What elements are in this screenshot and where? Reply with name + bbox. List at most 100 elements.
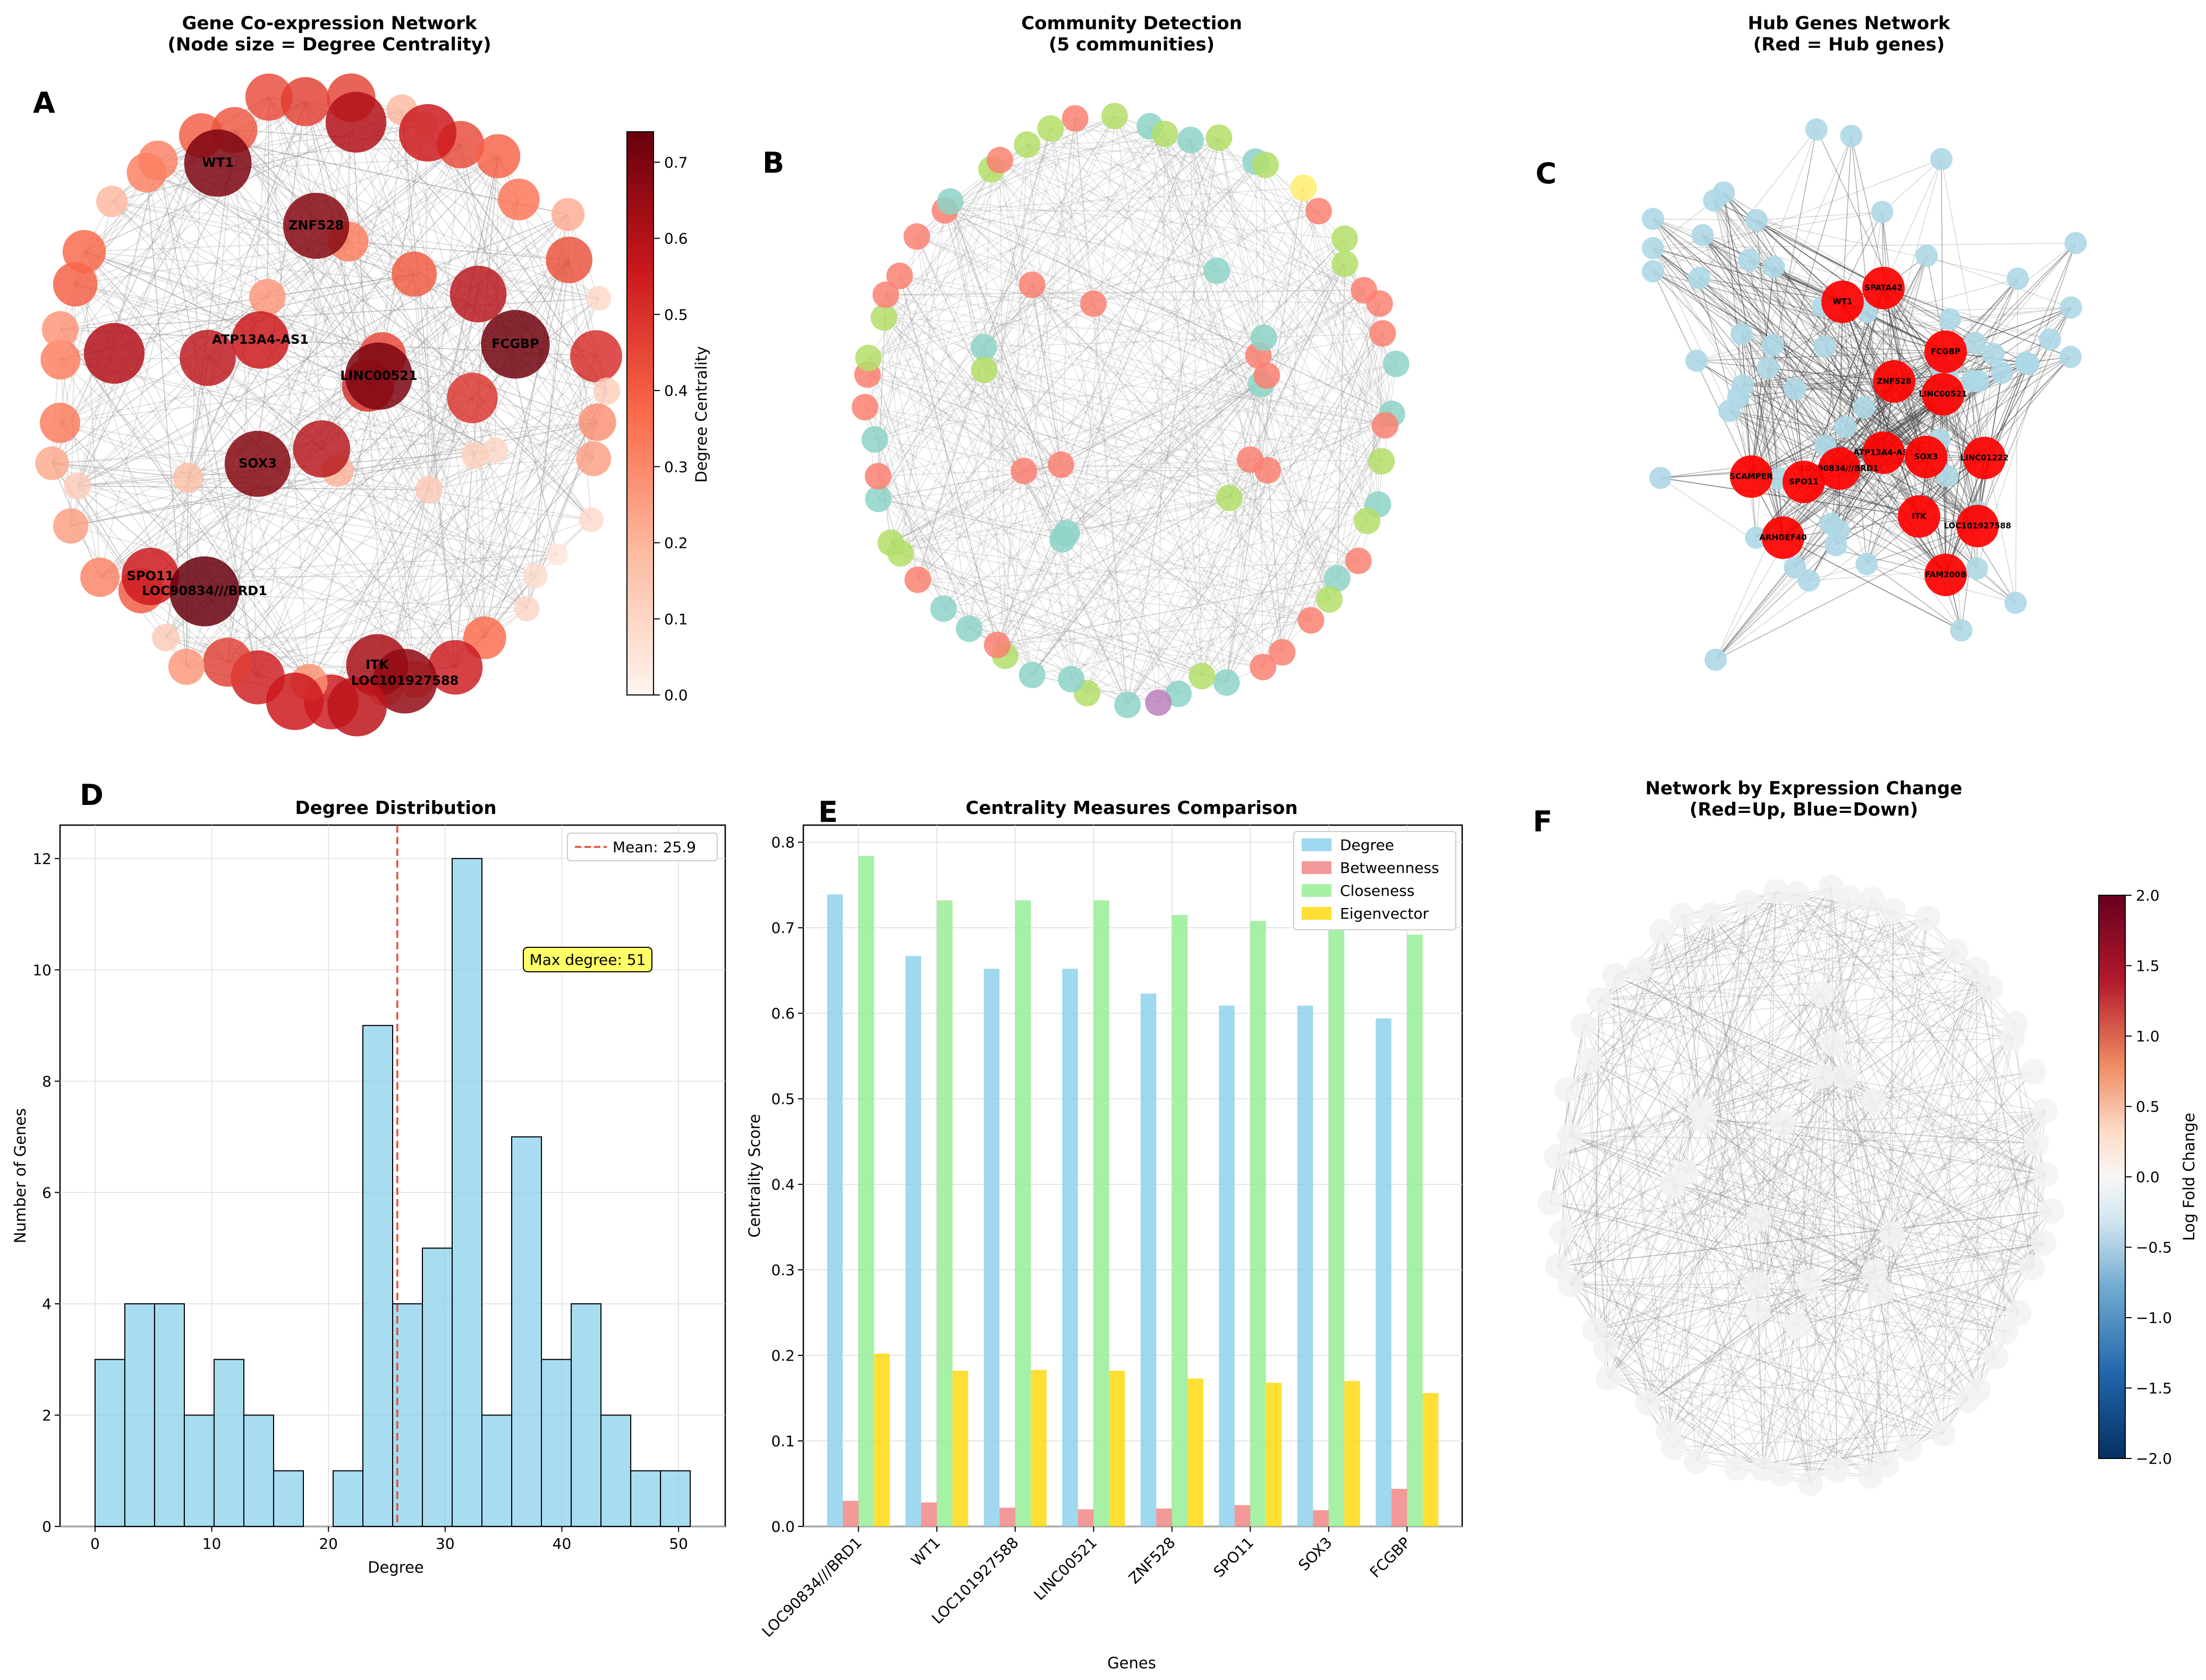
- network-edge: [112, 201, 594, 460]
- hub-node-label: LOC101927588: [1944, 521, 2012, 531]
- network-edge: [1149, 126, 1330, 600]
- network-edge: [1066, 533, 1072, 680]
- network-edge: [1736, 1242, 2044, 1469]
- network-edge: [1756, 219, 1884, 289]
- panel-f: Network by Expression Change (Red=Up, Bl…: [1533, 778, 2198, 1496]
- network-edge: [1032, 284, 1264, 338]
- network-edge: [868, 210, 1319, 359]
- network-node: [1836, 885, 1862, 911]
- histogram-bar: [571, 1303, 602, 1527]
- network-edge: [1668, 969, 1977, 1431]
- network-edge: [1704, 1075, 1822, 1121]
- network-edge: [1583, 1025, 2006, 1333]
- community-node: [956, 615, 983, 642]
- network-edge: [2015, 278, 2018, 603]
- network-edge: [75, 284, 383, 357]
- network-edge: [60, 298, 599, 330]
- network-edge: [1967, 1143, 2037, 1400]
- network-node: [1649, 919, 1675, 945]
- network-node: [245, 73, 293, 121]
- network-edge: [1639, 969, 2033, 1268]
- community-node: [1213, 669, 1240, 696]
- network-edge: [890, 290, 1364, 544]
- network-edge: [1648, 1356, 1996, 1404]
- network-edge: [1310, 303, 1380, 621]
- network-edge: [884, 317, 1378, 505]
- network-edge: [1023, 263, 1345, 472]
- network-edge: [878, 160, 1000, 477]
- network-edge: [1848, 898, 1875, 1272]
- network-node: [1982, 1344, 2008, 1370]
- y-tick-label: 0.7: [771, 919, 795, 937]
- network-node: [1871, 200, 1894, 223]
- histogram-bar: [94, 1359, 125, 1528]
- network-edge: [1588, 1060, 1837, 1471]
- network-edge: [1756, 219, 1884, 289]
- network-node: [2021, 1059, 2047, 1085]
- network-edge: [234, 130, 592, 520]
- network-edge: [900, 161, 1256, 554]
- network-node: [579, 507, 604, 532]
- network-edge: [428, 422, 598, 490]
- network-edge: [1005, 137, 1219, 656]
- network-edge: [1066, 290, 1364, 533]
- network-edge: [1836, 1110, 2046, 1470]
- network-edge: [1653, 211, 1882, 249]
- network-edge: [1880, 1291, 2019, 1314]
- network-edge: [157, 160, 594, 460]
- network-edge: [884, 133, 1165, 318]
- network-node: [180, 329, 236, 386]
- network-edge: [1639, 910, 1894, 970]
- network-edge: [890, 137, 1219, 543]
- network-node: [62, 230, 106, 274]
- network-edge: [1026, 145, 1062, 465]
- network-edge: [1647, 1234, 1892, 1404]
- community-node: [1049, 526, 1076, 553]
- network-edge: [60, 329, 310, 683]
- community-node: [1331, 225, 1358, 252]
- network-edge: [1908, 970, 1977, 1449]
- network-edge: [1647, 1234, 1892, 1404]
- panel-f-title-line1: Network by Expression Change: [1645, 778, 1963, 799]
- network-edge: [1605, 910, 1894, 1350]
- y-tick-label: 12: [32, 850, 52, 868]
- network-edge: [1756, 219, 1985, 459]
- network-node: [498, 179, 540, 220]
- network-node: [1543, 1144, 1569, 1170]
- network-edge: [890, 542, 1179, 694]
- network-edge: [1704, 1119, 2046, 1175]
- community-node: [1290, 174, 1317, 201]
- network-edge: [384, 458, 594, 689]
- network-edge: [1075, 118, 1319, 212]
- network-node: [1703, 189, 1726, 212]
- network-edge: [1556, 1156, 1887, 1465]
- panel-a-title-line2: (Node size = Degree Centrality): [167, 34, 491, 55]
- network-edge: [1832, 951, 1956, 1045]
- network-edge: [1832, 910, 1894, 1044]
- network-edge: [1267, 470, 1283, 652]
- network-edge: [1190, 140, 1382, 462]
- network-edge: [878, 498, 1263, 667]
- network-node: [2059, 345, 2082, 368]
- network-edge: [878, 116, 1115, 499]
- network-edge: [1682, 915, 1811, 1484]
- network-node: [2023, 1131, 2049, 1157]
- hub-node: [283, 192, 350, 259]
- network-edge: [60, 355, 383, 423]
- community-node: [1189, 663, 1216, 690]
- network-edge: [867, 374, 1311, 621]
- network-edge: [1839, 394, 1944, 469]
- network-edge: [1647, 918, 1928, 1403]
- network-node: [1557, 1271, 1583, 1297]
- network-edge: [878, 140, 1191, 499]
- network-edge: [1557, 1210, 2051, 1267]
- network-edge: [1071, 270, 1217, 680]
- network-edge: [1066, 140, 1191, 533]
- network-edge: [1774, 266, 1985, 459]
- network-node: [428, 640, 483, 695]
- network-node: [1809, 981, 1835, 1007]
- network-edge: [1796, 1325, 1944, 1435]
- network-edge: [1723, 192, 1843, 302]
- network-node: [53, 508, 89, 544]
- network-edge: [84, 251, 268, 298]
